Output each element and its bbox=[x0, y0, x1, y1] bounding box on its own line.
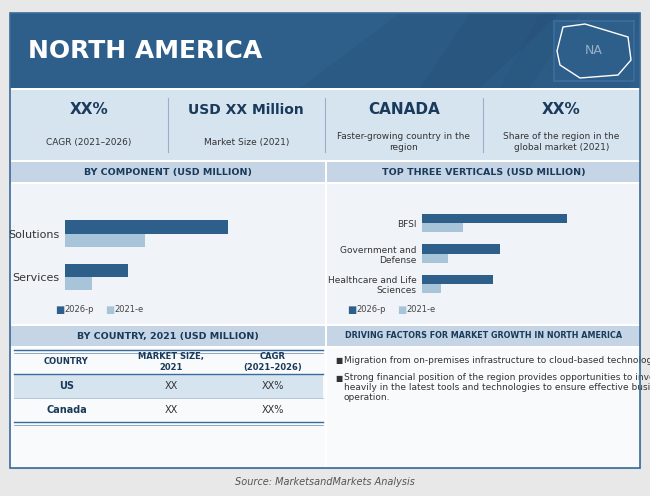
Text: heavily in the latest tools and technologies to ensure effective business: heavily in the latest tools and technolo… bbox=[344, 383, 650, 392]
Bar bbox=[553, 20, 635, 82]
Text: Share of the region in the
global market (2021): Share of the region in the global market… bbox=[503, 132, 619, 152]
Polygon shape bbox=[500, 13, 640, 88]
Text: operation.: operation. bbox=[344, 392, 391, 401]
Text: XX%: XX% bbox=[70, 103, 108, 118]
Text: 2026-p: 2026-p bbox=[64, 306, 94, 314]
Text: 2021-e: 2021-e bbox=[114, 306, 143, 314]
Polygon shape bbox=[420, 13, 580, 88]
Bar bbox=[327, 348, 640, 468]
Text: BY COUNTRY, 2021 (USD MILLION): BY COUNTRY, 2021 (USD MILLION) bbox=[77, 331, 259, 340]
Bar bbox=[10, 162, 325, 182]
Bar bbox=[555, 22, 633, 80]
Bar bbox=[65, 264, 128, 277]
Text: TOP THREE VERTICALS (USD MILLION): TOP THREE VERTICALS (USD MILLION) bbox=[382, 168, 585, 177]
Text: DRIVING FACTORS FOR MARKET GROWTH IN NORTH AMERICA: DRIVING FACTORS FOR MARKET GROWTH IN NOR… bbox=[345, 331, 622, 340]
Bar bbox=[422, 253, 448, 263]
Text: MARKET SIZE,
2021: MARKET SIZE, 2021 bbox=[138, 352, 205, 372]
Polygon shape bbox=[300, 13, 560, 88]
Text: CAGR (2021–2026): CAGR (2021–2026) bbox=[46, 137, 131, 146]
Bar bbox=[327, 162, 640, 182]
Text: BY COMPONENT (USD MILLION): BY COMPONENT (USD MILLION) bbox=[83, 168, 252, 177]
Bar bbox=[10, 184, 325, 324]
Bar bbox=[422, 214, 567, 223]
Text: XX: XX bbox=[165, 381, 178, 391]
Text: CAGR
(2021–2026): CAGR (2021–2026) bbox=[243, 352, 302, 372]
Bar bbox=[10, 348, 325, 468]
Text: US: US bbox=[59, 381, 74, 391]
Text: XX%: XX% bbox=[261, 405, 283, 415]
Text: NA: NA bbox=[585, 45, 603, 58]
Text: COUNTRY: COUNTRY bbox=[44, 358, 89, 367]
Bar bbox=[422, 223, 463, 232]
Bar bbox=[65, 277, 92, 290]
Text: ■: ■ bbox=[105, 305, 114, 315]
Text: Market Size (2021): Market Size (2021) bbox=[203, 137, 289, 146]
Text: Strong financial position of the region provides opportunities to invest: Strong financial position of the region … bbox=[344, 373, 650, 382]
Text: Source: MarketsandMarkets Analysis: Source: MarketsandMarkets Analysis bbox=[235, 477, 415, 487]
Bar bbox=[10, 90, 640, 160]
Text: 2021-e: 2021-e bbox=[406, 306, 436, 314]
Text: NORTH AMERICA: NORTH AMERICA bbox=[28, 39, 262, 62]
Text: CANADA: CANADA bbox=[368, 103, 439, 118]
Text: Canada: Canada bbox=[46, 405, 87, 415]
Bar bbox=[10, 13, 640, 88]
Bar bbox=[422, 284, 441, 293]
Bar bbox=[422, 275, 493, 284]
Text: ■: ■ bbox=[397, 305, 406, 315]
Text: XX: XX bbox=[165, 405, 178, 415]
Bar bbox=[14, 374, 323, 398]
Bar bbox=[327, 326, 640, 346]
Bar bbox=[10, 326, 325, 346]
Text: Faster-growing country in the
region: Faster-growing country in the region bbox=[337, 132, 470, 152]
Text: ■: ■ bbox=[335, 356, 343, 365]
Bar bbox=[422, 245, 500, 253]
Text: Migration from on-premises infrastructure to cloud-based technologies.: Migration from on-premises infrastructur… bbox=[344, 356, 650, 365]
Bar bbox=[65, 220, 228, 234]
Bar bbox=[65, 234, 144, 247]
Text: ■: ■ bbox=[55, 305, 64, 315]
Text: 2026-p: 2026-p bbox=[356, 306, 385, 314]
Text: XX%: XX% bbox=[542, 103, 580, 118]
Text: ■: ■ bbox=[335, 373, 343, 382]
Text: XX%: XX% bbox=[261, 381, 283, 391]
Text: USD XX Million: USD XX Million bbox=[188, 103, 304, 117]
Text: ■: ■ bbox=[347, 305, 356, 315]
Bar bbox=[327, 184, 640, 324]
